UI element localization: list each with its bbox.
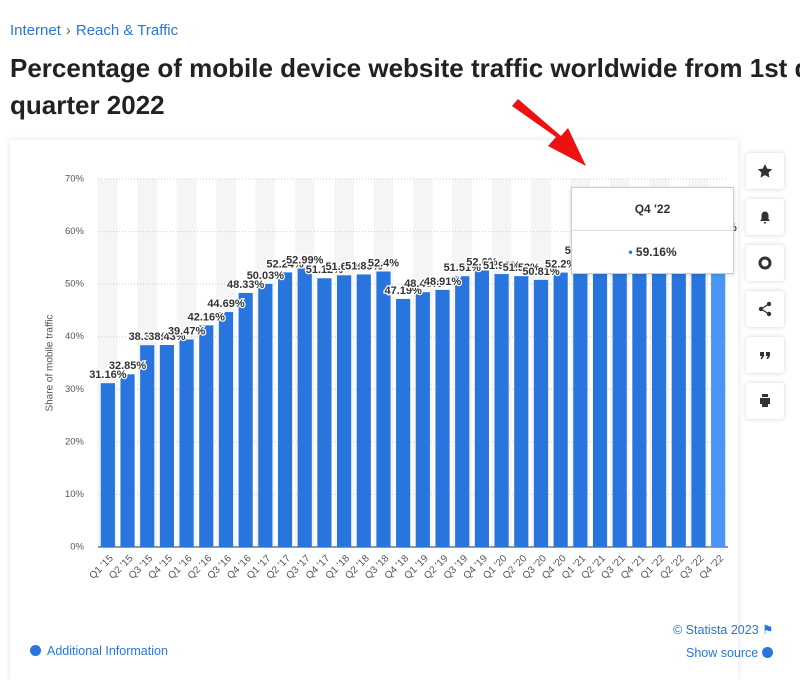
share-button[interactable] bbox=[746, 291, 784, 327]
value-label: 31.16% bbox=[89, 369, 127, 381]
page-title: Percentage of mobile device website traf… bbox=[10, 53, 800, 120]
favorite-button[interactable] bbox=[746, 153, 784, 189]
value-label: 52.99% bbox=[286, 254, 324, 266]
bar bbox=[671, 236, 686, 547]
bar bbox=[337, 275, 352, 547]
bar bbox=[514, 276, 529, 547]
bar bbox=[100, 383, 115, 547]
value-label: 51.51% bbox=[444, 262, 482, 274]
bar bbox=[691, 236, 706, 547]
bar bbox=[277, 272, 293, 547]
bar bbox=[612, 259, 627, 547]
source-link[interactable]: Show source bbox=[686, 646, 773, 660]
bar bbox=[435, 289, 450, 547]
value-label: 47.19% bbox=[385, 285, 423, 297]
y-tick-label: 60% bbox=[65, 226, 85, 237]
bar bbox=[533, 279, 549, 547]
breadcrumb: Internet › Reach & Traffic bbox=[10, 22, 179, 39]
crumb-link[interactable]: Internet bbox=[10, 22, 61, 39]
bar bbox=[258, 283, 273, 547]
tooltip-title: Q4 '22 bbox=[572, 188, 733, 231]
value-label: 38.43% bbox=[148, 331, 186, 343]
value-label: 39.47% bbox=[168, 325, 206, 337]
bar bbox=[494, 274, 509, 547]
value-label: 44.69% bbox=[207, 298, 245, 310]
y-tick-label: 30% bbox=[65, 384, 85, 395]
title-wrap: Percentage of mobile device website traf… bbox=[10, 50, 800, 124]
y-tick-label: 20% bbox=[65, 436, 85, 447]
copyright[interactable]: © Statista 2023 ⚑ bbox=[673, 623, 774, 637]
info-text: Additional Information bbox=[47, 644, 168, 658]
bar bbox=[356, 274, 371, 547]
y-tick-label: 50% bbox=[65, 279, 85, 290]
bar bbox=[415, 292, 430, 547]
bar bbox=[238, 292, 253, 547]
alert-button[interactable] bbox=[746, 199, 784, 235]
bar bbox=[396, 298, 411, 547]
value-label: 48.91% bbox=[424, 276, 462, 288]
cite-button[interactable] bbox=[746, 337, 784, 373]
bar bbox=[592, 261, 608, 547]
bar bbox=[140, 345, 155, 547]
bar bbox=[474, 270, 489, 547]
bar bbox=[218, 312, 234, 547]
y-tick-label: 0% bbox=[70, 542, 84, 553]
bar bbox=[573, 258, 588, 547]
bar bbox=[632, 253, 647, 547]
tooltip: Q4 '22 • 59.16% bbox=[571, 187, 734, 274]
bar bbox=[711, 235, 726, 547]
value-label: 51.53% bbox=[503, 262, 541, 274]
bar bbox=[159, 344, 174, 547]
value-label: 42.16% bbox=[188, 311, 226, 323]
bar bbox=[317, 278, 332, 547]
print-button[interactable] bbox=[746, 383, 784, 419]
value-label: 51.92% bbox=[483, 260, 521, 272]
crumb-link[interactable]: Reach & Traffic bbox=[75, 22, 179, 39]
bar bbox=[553, 272, 568, 547]
value-label: 52.4% bbox=[368, 257, 399, 269]
bar bbox=[376, 271, 391, 547]
value-label: 48.33% bbox=[227, 279, 265, 291]
value-label: 50.81% bbox=[522, 266, 560, 278]
y-tick-label: 40% bbox=[65, 331, 85, 342]
value-label: 51.85% bbox=[345, 260, 383, 272]
value-label: 38.38% bbox=[129, 331, 167, 343]
value-label: 48.46% bbox=[404, 278, 442, 290]
value-label: 51.68% bbox=[325, 261, 363, 273]
y-axis-label: Share of mobile traffic bbox=[45, 314, 56, 411]
bar bbox=[199, 325, 214, 547]
value-label: 52.2% bbox=[545, 258, 576, 270]
value-label: 52.24% bbox=[266, 258, 304, 270]
value-label: 32.85% bbox=[109, 360, 147, 372]
value-label: 50.03% bbox=[247, 270, 285, 282]
y-tick-label: 70% bbox=[65, 174, 85, 185]
info-link[interactable]: Additional Information bbox=[30, 644, 168, 658]
tooltip-value: • 59.16% bbox=[628, 245, 677, 259]
bar bbox=[652, 249, 667, 547]
bar bbox=[297, 268, 312, 547]
value-label: 51.12% bbox=[306, 264, 344, 276]
source-text: Show source bbox=[686, 646, 759, 660]
copyright-text: © Statista 2023 bbox=[673, 623, 759, 637]
tooltip-value-text: 59.16% bbox=[635, 245, 677, 259]
bar bbox=[455, 276, 470, 547]
bar bbox=[179, 339, 194, 547]
y-tick-label: 10% bbox=[65, 489, 85, 500]
settings-button[interactable] bbox=[746, 245, 784, 281]
bar bbox=[120, 374, 135, 547]
value-label: 52.6% bbox=[466, 256, 497, 268]
